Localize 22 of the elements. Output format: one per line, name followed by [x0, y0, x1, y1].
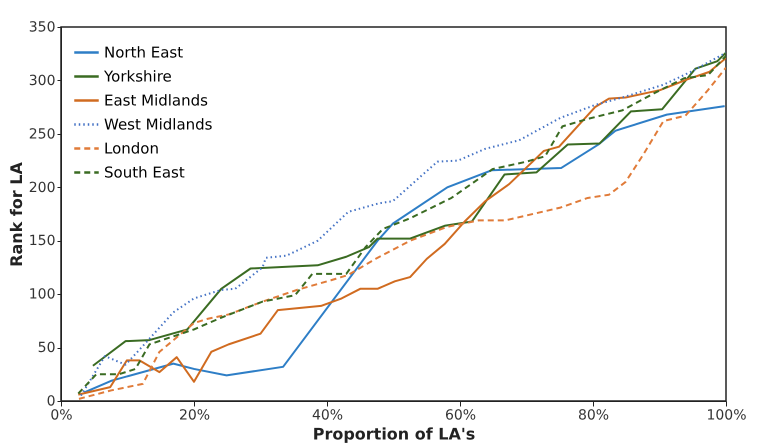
- y-tick-label: 0: [46, 394, 56, 410]
- y-tick-label: 350: [28, 20, 56, 36]
- y-tick-label: 250: [28, 126, 56, 142]
- legend-label: London: [104, 140, 159, 158]
- legend-label: Yorkshire: [103, 68, 172, 86]
- legend-label: North East: [104, 44, 184, 62]
- y-tick-label: 300: [28, 72, 56, 89]
- y-tick-label: 50: [38, 340, 56, 356]
- legend-label: West Midlands: [104, 116, 213, 134]
- x-axis-title: Proportion of LA's: [312, 424, 476, 444]
- y-tick-label: 200: [28, 180, 56, 196]
- x-tick-label: 20%: [178, 408, 210, 424]
- y-axis-title: Rank for LA: [6, 162, 26, 267]
- x-tick-label: 0%: [50, 408, 73, 424]
- x-tick-label: 60%: [444, 408, 476, 424]
- x-tick-label: 40%: [312, 408, 344, 424]
- y-tick-label: 100: [28, 286, 56, 303]
- x-tick-label: 80%: [578, 408, 610, 424]
- legend-label: South East: [104, 164, 185, 182]
- y-tick-label: 150: [28, 233, 56, 250]
- legend-label: East Midlands: [104, 92, 208, 110]
- x-tick-label: 100%: [706, 408, 747, 424]
